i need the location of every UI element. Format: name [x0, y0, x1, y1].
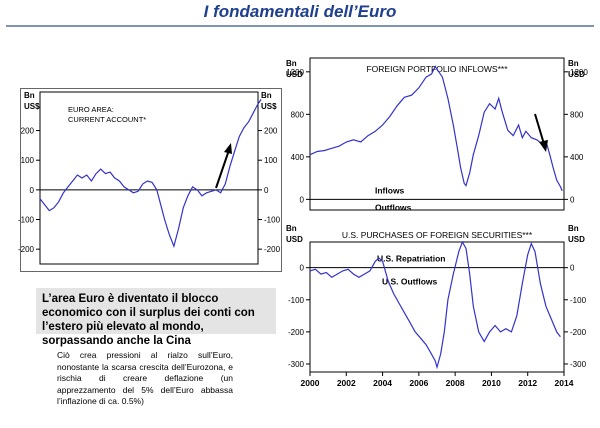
y-tick-label-right: 200	[264, 127, 278, 136]
y-tick-label-right: 800	[570, 110, 584, 119]
x-tick-label: 2012	[518, 378, 537, 388]
right-unit-label: USD	[568, 235, 585, 244]
outflows-label: Outflows	[375, 202, 412, 212]
x-axis-year-ticks: 2000 2002 2004 2006 2008 2010 2012 2014	[301, 372, 574, 388]
x-tick-label: 2014	[555, 378, 574, 388]
right-unit-label: Bn	[261, 91, 272, 100]
purchases-y-ticks: -300 -300 -200 -200 -100 -100 0 0	[288, 264, 587, 369]
us-purchases-foreign-securities-series	[309, 240, 561, 370]
repatriation-outflows-labels: U.S. Repatriation U.S. Outflows	[377, 254, 445, 287]
right-unit-label: Bn	[568, 59, 579, 68]
inflows-outflows-labels: Inflows Outflows	[375, 185, 412, 212]
y-tick-label-right: -200	[570, 328, 587, 337]
foreign-portfolio-inflows-series	[309, 65, 563, 192]
chart-title-line: U.S. PURCHASES OF FOREIGN SECURITIES***	[342, 230, 533, 240]
y-axis-ticks: -200 -200 -100 -100 0 0 100 100 200 200	[18, 127, 281, 255]
inflows-label: Inflows	[375, 185, 405, 195]
repatriation-label: U.S. Repatriation	[377, 254, 445, 264]
left-unit-label: Bn	[286, 59, 297, 68]
page-title: I fondamentali dell’Euro	[203, 2, 397, 21]
y-tick-label-right: -100	[570, 296, 587, 305]
x-tick-label: 2010	[482, 378, 501, 388]
chart-frame	[20, 88, 282, 272]
y-tick-label-left: 0	[300, 264, 305, 273]
y-tick-label-left: -200	[18, 245, 35, 254]
current-account-series	[39, 99, 262, 249]
y-tick-label-left: -300	[288, 360, 305, 369]
right-unit-label: USD	[568, 70, 585, 79]
title-divider	[6, 25, 594, 27]
y-tick-label-right: 0	[570, 264, 575, 273]
inflows-y-ticks: 0 0 400 400 800 800 1200 1200	[286, 68, 588, 205]
us-outflows-label: U.S. Outflows	[382, 277, 438, 287]
left-unit-label: Bn	[286, 224, 297, 233]
left-unit-label: USD	[286, 235, 303, 244]
y-tick-label-right: 400	[570, 153, 584, 162]
surplus-callout: L’area Euro è diventato il blocco econom…	[36, 288, 276, 347]
purchases-chart-title: U.S. PURCHASES OF FOREIGN SECURITIES***	[342, 230, 533, 240]
y-tick-label-left: -100	[18, 216, 35, 225]
chart-title-line: CURRENT ACCOUNT*	[68, 115, 146, 124]
purchases-axis-units: Bn USD Bn USD	[286, 224, 585, 244]
x-tick-label: 2002	[337, 378, 356, 388]
y-tick-label-left: 0	[30, 186, 35, 195]
y-tick-label-right: 0	[570, 195, 575, 204]
y-tick-label-left: 1200	[286, 68, 304, 77]
right-unit-label: Bn	[568, 224, 579, 233]
y-tick-label-right: 0	[264, 186, 269, 195]
y-tick-label-right: -200	[264, 245, 281, 254]
inflows-axis-units: Bn USD Bn USD	[286, 59, 585, 79]
chart-title-line: EURO AREA:	[68, 105, 114, 114]
chart-title: EURO AREA:CURRENT ACCOUNT*	[68, 105, 146, 124]
inflows-plot-frame	[309, 57, 565, 211]
purchases-plot-frame	[309, 241, 565, 373]
y-tick-label-right: 100	[264, 156, 278, 165]
y-tick-label-right: -300	[570, 360, 587, 369]
y-tick-label-left: -200	[288, 328, 305, 337]
euro-current-account-chart: Bn US$ Bn US$ EURO AREA:CURRENT ACCOUNT* -2…	[18, 88, 282, 272]
plot-frame	[39, 91, 259, 265]
y-tick-label-right: 1200	[570, 68, 588, 77]
deflation-note: Ciò crea pressioni al rialzo sull’Euro, …	[57, 350, 233, 406]
y-tick-label-left: 800	[291, 110, 305, 119]
left-unit-label: Bn	[24, 91, 35, 100]
y-tick-label-left: 200	[21, 127, 35, 136]
y-tick-label-left: 0	[300, 195, 305, 204]
up-arrow-icon	[215, 143, 232, 189]
down-arrow-icon	[534, 113, 548, 152]
left-unit-label: USD	[286, 70, 303, 79]
left-unit-label: US$	[24, 102, 40, 111]
x-tick-label: 2006	[409, 378, 428, 388]
y-tick-label-left: 100	[21, 156, 35, 165]
right-unit-label: US$	[261, 102, 277, 111]
y-tick-label-left: -100	[288, 296, 305, 305]
x-tick-label: 2000	[301, 378, 320, 388]
x-tick-label: 2004	[373, 378, 392, 388]
axis-units: Bn US$ Bn US$	[24, 91, 277, 111]
y-tick-label-left: 400	[291, 153, 305, 162]
y-tick-label-right: -100	[264, 216, 281, 225]
x-tick-label: 2008	[446, 378, 465, 388]
